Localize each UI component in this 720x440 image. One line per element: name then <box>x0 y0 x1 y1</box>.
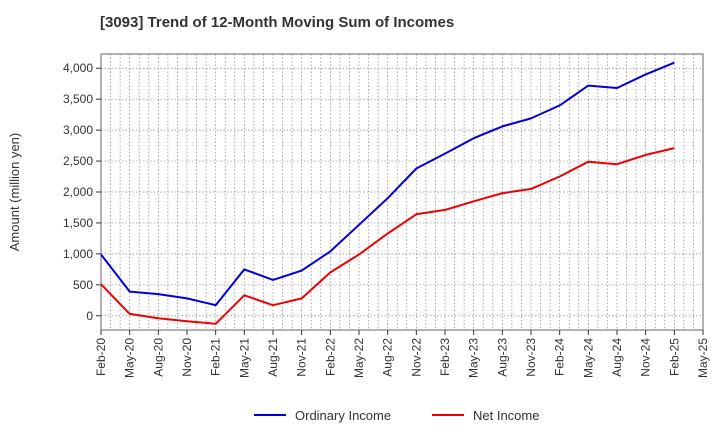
series-line-ordinary-income <box>100 61 675 307</box>
y-tick-label: 3,500 <box>63 92 93 106</box>
x-axis: Feb-20 May-20 Aug-20 Nov-20 Feb-21 May-21 Aug-… <box>94 330 710 378</box>
y-tick-label: 2,000 <box>63 185 93 199</box>
legend-label: Net Income <box>473 408 539 423</box>
grid-lines <box>101 54 703 330</box>
x-tick-label: Aug-24 <box>610 338 624 377</box>
x-tick-label: Nov-20 <box>180 338 194 377</box>
x-tick-label: Feb-25 <box>667 338 681 376</box>
x-tick-label: Feb-21 <box>209 338 223 376</box>
series-line-net-income <box>100 147 675 325</box>
y-tick-label: 1,500 <box>63 216 93 230</box>
y-tick-label: 0 <box>86 309 93 323</box>
y-axis-title: Amount (million yen) <box>7 133 22 252</box>
y-tick-label: 3,000 <box>63 123 93 137</box>
series-lines <box>100 61 675 325</box>
x-tick-label: Feb-24 <box>553 338 567 376</box>
x-tick-label: May-25 <box>696 338 710 378</box>
x-tick-label: Nov-24 <box>639 338 653 377</box>
y-tick-label: 4,000 <box>63 61 93 75</box>
x-tick-label: Nov-23 <box>524 338 538 377</box>
x-tick-label: Feb-23 <box>438 338 452 376</box>
x-tick-label: Aug-21 <box>266 338 280 377</box>
y-axis: 0 500 1,000 1,500 2,000 2,500 3,000 3,500 4,000 <box>63 61 101 323</box>
y-tick-label: 1,000 <box>63 247 93 261</box>
x-tick-label: Nov-22 <box>409 338 423 377</box>
x-tick-label: May-23 <box>467 338 481 378</box>
y-tick-label: 500 <box>73 278 93 292</box>
x-tick-label: Nov-21 <box>295 338 309 377</box>
legend-label: Ordinary Income <box>295 408 391 423</box>
x-tick-label: May-22 <box>352 338 366 378</box>
x-tick-label: Aug-20 <box>151 338 165 377</box>
x-tick-label: May-24 <box>581 338 595 378</box>
x-tick-label: Aug-22 <box>381 338 395 377</box>
x-tick-label: Aug-23 <box>495 338 509 377</box>
x-tick-label: Feb-22 <box>323 338 337 376</box>
legend: Ordinary Income Net Income <box>254 408 539 423</box>
chart-title: [3093] Trend of 12-Month Moving Sum of I… <box>100 14 455 31</box>
x-tick-label: May-20 <box>123 338 137 378</box>
x-tick-label: May-21 <box>237 338 251 378</box>
x-tick-label: Feb-20 <box>94 338 108 376</box>
y-tick-label: 2,500 <box>63 154 93 168</box>
